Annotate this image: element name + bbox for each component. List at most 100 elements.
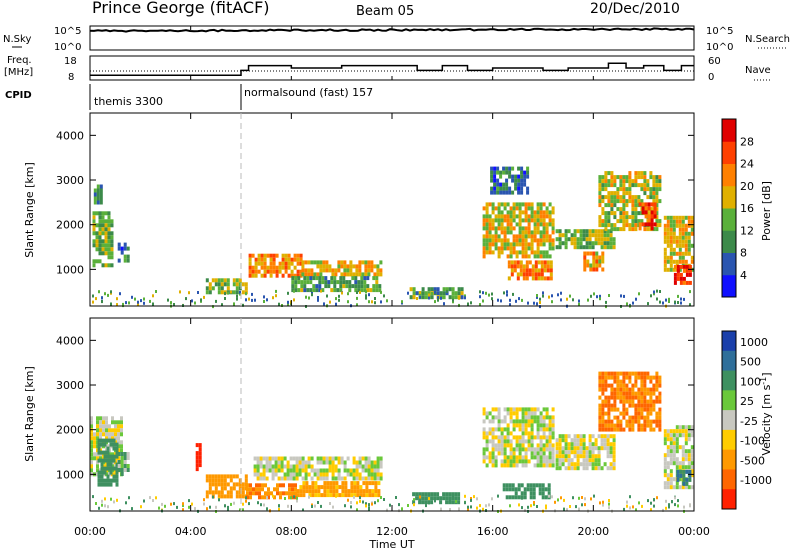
echo-cell (675, 429, 679, 434)
echo-cell (524, 230, 528, 235)
echo-cell (265, 464, 269, 469)
echo-cell (533, 214, 537, 219)
echo-cell (90, 424, 93, 429)
echo-cell (625, 399, 629, 404)
echo-cell (542, 202, 546, 207)
echo-cell (555, 450, 559, 455)
echo-cell (606, 241, 610, 246)
echo-cell (687, 239, 691, 244)
echo-cell (524, 210, 528, 215)
ground-scatter-cell (470, 301, 472, 305)
echo-cell (269, 257, 273, 262)
echo-cell (607, 199, 611, 204)
ground-scatter-cell (302, 508, 304, 512)
ground-scatter-cell (266, 298, 268, 302)
echo-cell (625, 391, 629, 396)
echo-cell (591, 454, 595, 459)
echo-cell (542, 242, 546, 247)
echo-cell (585, 446, 589, 451)
echo-cell (640, 175, 644, 180)
echo-cell (640, 423, 644, 428)
echo-cell (457, 291, 461, 296)
echo-cell (625, 411, 629, 416)
echo-cell (307, 472, 311, 477)
echo-cell (331, 456, 335, 461)
echo-cell (502, 487, 506, 492)
echo-cell (491, 419, 495, 424)
echo-cell (323, 489, 327, 494)
echo-cell (229, 494, 233, 499)
echo-cell (649, 207, 653, 212)
echo-cell (669, 457, 673, 462)
echo-cell (358, 476, 362, 481)
power-colorbar-tick: 8 (740, 247, 747, 260)
echo-cell (598, 203, 602, 208)
ground-scatter-cell (470, 497, 472, 500)
echo-cell (448, 492, 452, 497)
echo-cell (352, 460, 356, 465)
echo-cell (640, 387, 644, 392)
echo-cell (367, 272, 371, 277)
echo-cell (485, 234, 489, 239)
ground-scatter-cell (623, 507, 625, 511)
echo-cell (109, 470, 113, 475)
ground-scatter-cell (179, 290, 181, 294)
echo-cell (663, 429, 667, 434)
echo-cell (277, 460, 281, 465)
echo-cell (600, 229, 604, 234)
echo-cell (103, 482, 107, 487)
echo-cell (687, 219, 691, 224)
echo-cell (533, 234, 537, 239)
echo-cell (205, 290, 209, 295)
echo-cell (512, 202, 516, 207)
echo-cell (369, 288, 373, 293)
echo-cell (646, 411, 650, 416)
echo-cell (117, 424, 120, 429)
echo-cell (622, 383, 626, 388)
echo-cell (652, 391, 656, 396)
echo-cell (684, 437, 688, 442)
ground-scatter-cell (665, 298, 667, 302)
echo-cell (321, 280, 325, 285)
ground-scatter-cell (149, 496, 151, 500)
echo-cell (377, 481, 381, 486)
echo-cell (292, 472, 296, 477)
ground-scatter-cell (335, 494, 337, 498)
ground-scatter-cell (143, 301, 145, 305)
echo-cell (603, 442, 607, 447)
echo-cell (655, 371, 659, 376)
echo-cell (117, 428, 120, 433)
echo-cell (600, 446, 604, 451)
echo-cell (482, 451, 486, 456)
echo-cell (292, 456, 296, 461)
echo-cell (690, 449, 694, 454)
echo-cell (115, 482, 119, 487)
echo-cell (591, 442, 595, 447)
echo-cell (295, 468, 299, 473)
echo-cell (536, 455, 540, 460)
ground-scatter-cell (254, 298, 256, 302)
echo-cell (530, 238, 534, 243)
echo-cell (669, 259, 673, 264)
echo-cell (120, 440, 123, 445)
echo-cell (256, 472, 260, 477)
echo-cell (349, 268, 353, 273)
echo-cell (96, 436, 99, 441)
echo-cell (248, 261, 252, 266)
echo-cell (517, 483, 521, 488)
echo-cell (271, 472, 275, 477)
ground-scatter-cell (242, 303, 244, 307)
ground-scatter-cell (251, 292, 253, 296)
echo-cell (555, 237, 559, 242)
echo-cell (558, 450, 562, 455)
echo-cell (518, 447, 522, 452)
freq-left-tick-top: 18 (64, 56, 77, 67)
echo-cell (549, 264, 553, 269)
echo-cell (514, 491, 518, 496)
echo-cell (277, 464, 281, 469)
echo-cell (514, 495, 518, 500)
echo-cell (619, 395, 623, 400)
velocity-colorbar-swatch (722, 410, 736, 431)
echo-cell (262, 456, 266, 461)
echo-cell (315, 288, 319, 293)
